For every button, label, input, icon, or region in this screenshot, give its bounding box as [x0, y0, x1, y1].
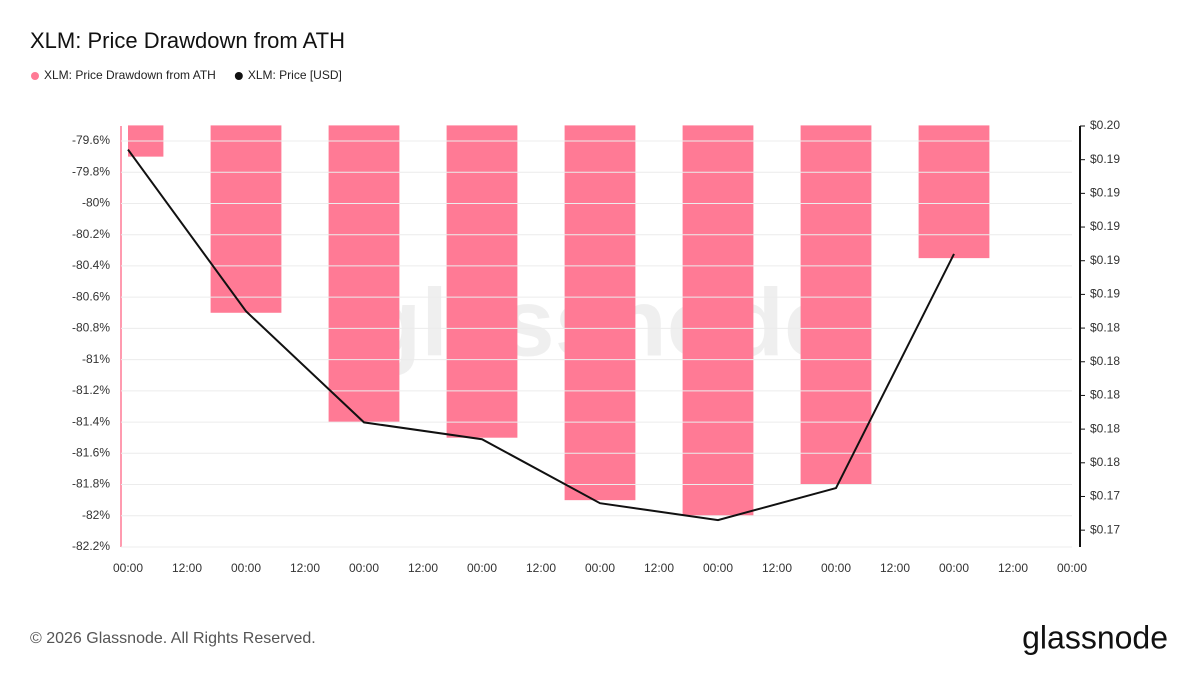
- y-tick-label: -79.6%: [72, 133, 110, 147]
- y2-tick-label: $0.17: [1090, 489, 1120, 503]
- y-tick-label: -80.6%: [72, 289, 110, 303]
- y-tick-label: -79.8%: [72, 164, 110, 178]
- x-tick-label: 00:00: [821, 561, 851, 575]
- y-tick-label: -81.6%: [72, 445, 110, 459]
- x-tick-label: 12:00: [290, 561, 320, 575]
- bar: [682, 125, 754, 516]
- x-tick-label: 12:00: [998, 561, 1028, 575]
- y2-tick-label: $0.19: [1090, 186, 1120, 200]
- x-tick-label: 00:00: [703, 561, 733, 575]
- y2-tick-label: $0.18: [1090, 388, 1120, 402]
- y-tick-label: -82%: [82, 508, 110, 522]
- footer: © 2026 Glassnode. All Rights Reserved.: [30, 630, 316, 647]
- x-tick-label: 12:00: [762, 561, 792, 575]
- x-tick-label: 12:00: [880, 561, 910, 575]
- y2-tick-label: $0.19: [1090, 152, 1120, 166]
- y2-tick-label: $0.19: [1090, 219, 1120, 233]
- y2-tick-label: $0.18: [1090, 455, 1120, 469]
- x-tick-label: 12:00: [408, 561, 438, 575]
- bar: [328, 125, 400, 423]
- legend-marker: [234, 72, 243, 80]
- y2-tick-label: $0.17: [1090, 522, 1120, 536]
- y2-tick-label: $0.19: [1090, 253, 1120, 267]
- x-tick-label: 00:00: [585, 561, 615, 575]
- y2-tick-label: $0.20: [1090, 118, 1120, 132]
- y2-tick-label: $0.18: [1090, 421, 1120, 435]
- x-tick-label: 12:00: [644, 561, 674, 575]
- y-tick-label: -80.8%: [72, 321, 110, 335]
- y-tick-label: -81.4%: [72, 414, 110, 428]
- x-tick-label: 00:00: [1057, 561, 1087, 575]
- x-tick-label: 12:00: [526, 561, 556, 575]
- y-tick-label: -82.2%: [72, 539, 110, 553]
- x-tick-label: 00:00: [231, 561, 261, 575]
- x-tick-label: 00:00: [113, 561, 143, 575]
- bar: [446, 125, 518, 438]
- bar: [918, 125, 990, 259]
- bar: [210, 125, 282, 313]
- y-tick-label: -80%: [82, 196, 110, 210]
- y2-tick-label: $0.19: [1090, 287, 1120, 301]
- price-line: [127, 148, 955, 522]
- legend-label: XLM: Price [USD]: [248, 68, 342, 82]
- logo: glassnode: [1022, 619, 1168, 655]
- y-tick-label: -80.4%: [72, 258, 110, 272]
- chart-title: XLM: Price Drawdown from ATH: [30, 28, 345, 53]
- bar: [564, 125, 636, 501]
- legend-label: XLM: Price Drawdown from ATH: [44, 68, 216, 82]
- y-tick-label: -81.2%: [72, 383, 110, 397]
- legend-marker: [31, 72, 39, 80]
- x-tick-label: 12:00: [172, 561, 202, 575]
- x-tick-label: 00:00: [467, 561, 497, 575]
- y2-tick-label: $0.18: [1090, 320, 1120, 334]
- x-tick-label: 00:00: [939, 561, 969, 575]
- y-tick-label: -81.8%: [72, 477, 110, 491]
- y-tick-label: -80.2%: [72, 227, 110, 241]
- x-tick-label: 00:00: [349, 561, 379, 575]
- y-tick-label: -81%: [82, 352, 110, 366]
- y2-tick-label: $0.18: [1090, 354, 1120, 368]
- bar: [800, 125, 872, 485]
